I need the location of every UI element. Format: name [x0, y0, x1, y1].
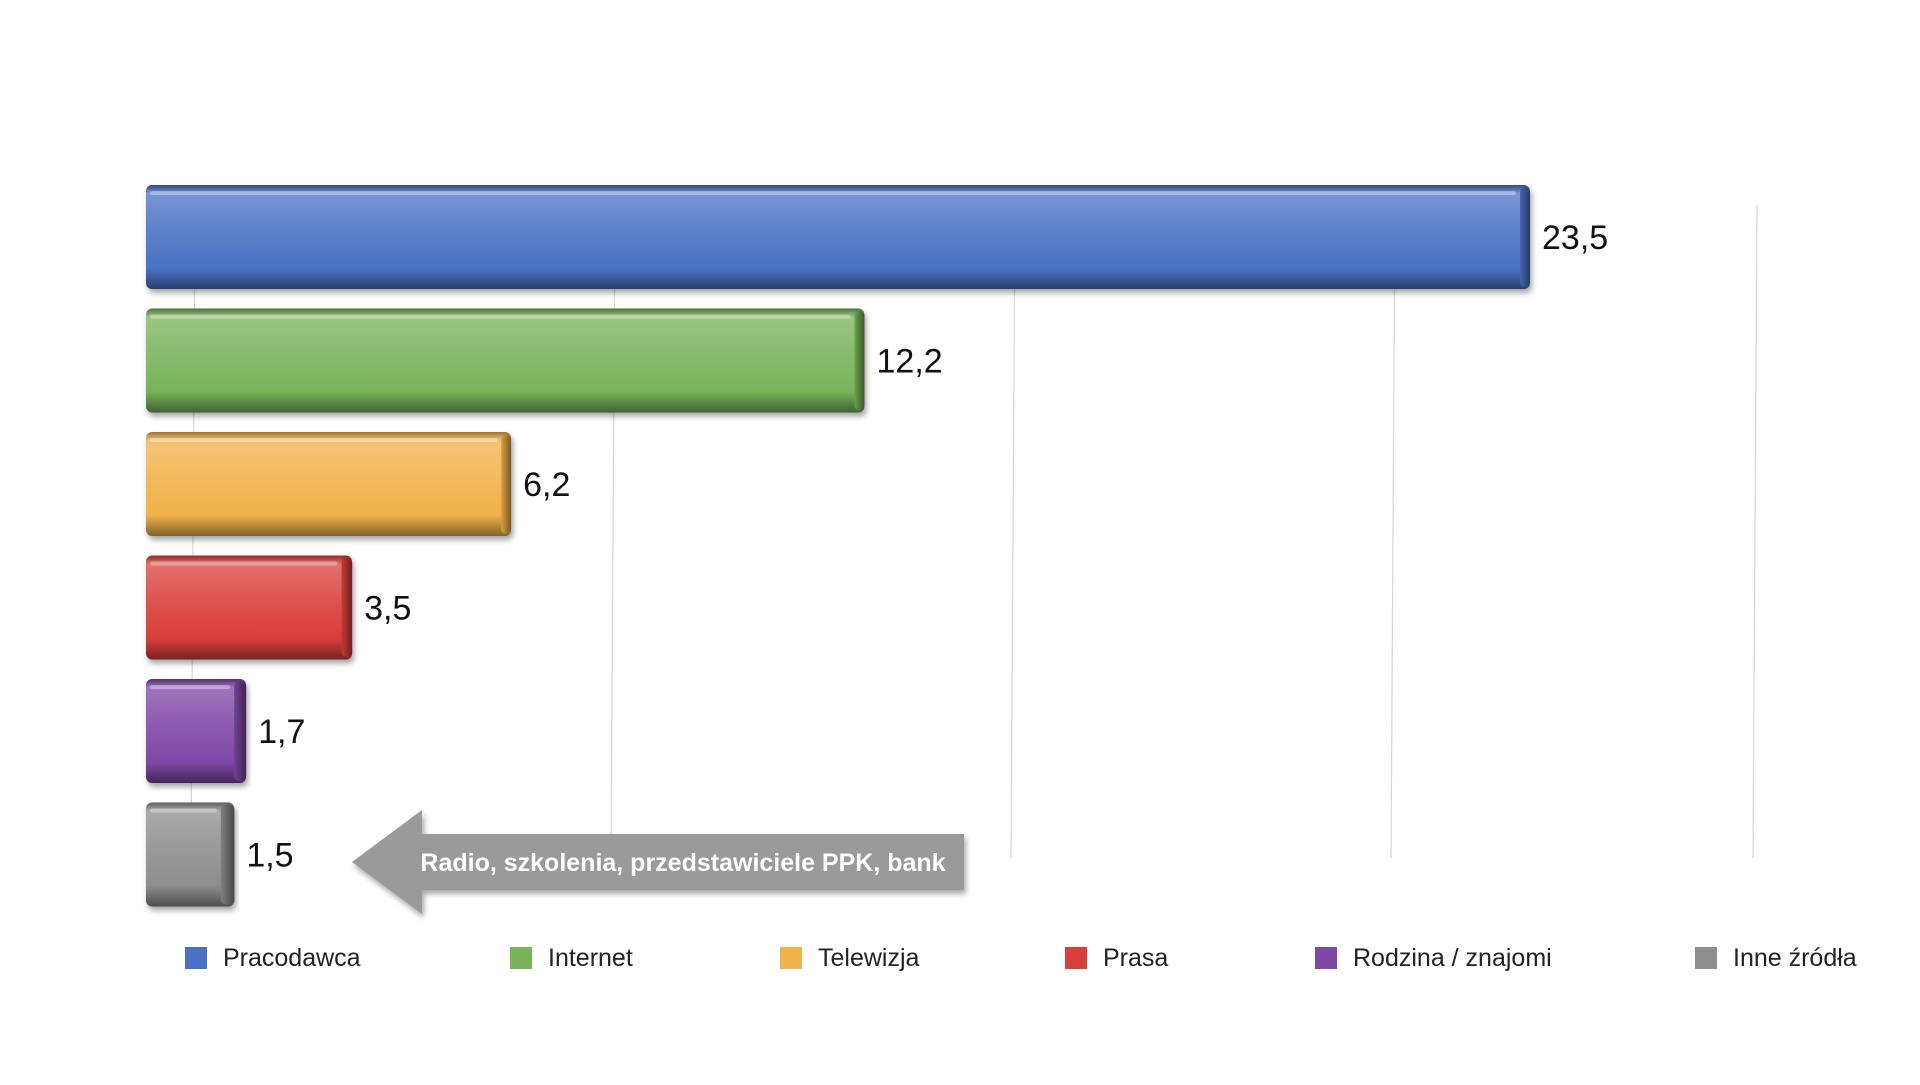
bar-2 — [146, 308, 865, 413]
grid-line — [610, 204, 616, 859]
legend-label: Prasa — [1103, 943, 1169, 972]
legend-swatch — [1315, 947, 1337, 969]
legend-item: Internet — [510, 938, 633, 978]
legend-label: Internet — [548, 943, 633, 972]
legend-item: Inne źródła — [1695, 938, 1857, 978]
bar-end-cap — [1520, 187, 1530, 287]
legend-swatch — [185, 947, 207, 969]
legend-swatch — [510, 947, 532, 969]
legend: Pracodawca Internet Telewizja Prasa Rodzina … — [185, 938, 1865, 978]
legend-label: Telewizja — [818, 943, 920, 972]
annotation: Radio, szkolenia, przedstawiciele PPK, b… — [352, 810, 964, 914]
grid-line — [1752, 204, 1758, 859]
annotation-arrow — [352, 810, 964, 914]
value-label: 1,5 — [246, 837, 293, 875]
grid-line — [1010, 204, 1016, 859]
value-label: 1,7 — [258, 713, 305, 751]
legend-swatch — [1695, 947, 1717, 969]
value-label: 12,2 — [877, 343, 943, 381]
legend-item: Pracodawca — [185, 938, 361, 978]
value-labels: 23,5 12,2 6,2 3,5 1,7 1,5 — [246, 219, 1608, 875]
legend-label: Rodzina / znajomi — [1353, 943, 1552, 972]
bar-end-cap — [341, 557, 353, 658]
bar-highlight — [150, 808, 217, 813]
legend-label: Pracodawca — [223, 943, 361, 972]
legend-item: Rodzina / znajomi — [1315, 938, 1552, 978]
legend-item: Telewizja — [780, 938, 919, 978]
bar-end-cap — [234, 681, 247, 781]
bar-highlight — [150, 438, 498, 442]
bar-body — [146, 555, 353, 660]
bar-body — [146, 432, 512, 536]
legend-swatch — [1065, 947, 1087, 969]
bar-end-cap — [501, 434, 512, 534]
bar-end-cap — [220, 804, 235, 905]
arrow-shape — [352, 810, 964, 914]
bar-body — [146, 185, 1530, 289]
bar-body — [146, 679, 247, 783]
bar-highlight — [150, 314, 851, 319]
bar-3 — [146, 432, 512, 536]
legend-item: Prasa — [1065, 938, 1168, 978]
bar-5 — [146, 679, 247, 783]
legend-swatch — [780, 947, 802, 969]
bar-highlight — [150, 685, 231, 689]
bar-end-cap — [854, 310, 865, 411]
bar-highlight — [150, 561, 338, 566]
bar-4 — [146, 555, 353, 660]
value-label: 3,5 — [364, 590, 411, 628]
bar-body — [146, 308, 865, 413]
value-label: 6,2 — [523, 466, 570, 504]
bar-body — [146, 802, 235, 907]
legend-label: Inne źródła — [1733, 943, 1857, 972]
bar-6 — [146, 802, 235, 907]
value-label: 23,5 — [1542, 219, 1608, 257]
bar-highlight — [150, 191, 1516, 195]
bar-1 — [146, 185, 1530, 289]
grid-line — [1390, 204, 1396, 859]
bars — [146, 185, 1530, 907]
annotation-text: Radio, szkolenia, przedstawiciele PPK, b… — [420, 849, 945, 877]
